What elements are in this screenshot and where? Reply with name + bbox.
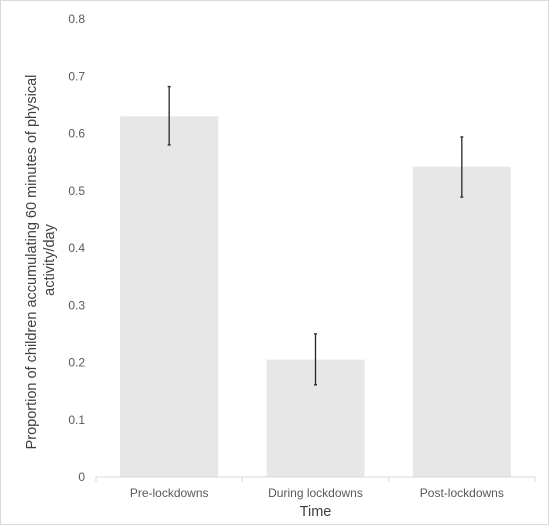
x-tick-label-3: Post-lockdowns <box>420 486 504 500</box>
y-tick-label-1: 0.1 <box>68 413 85 427</box>
x-axis-title: Time <box>300 504 332 520</box>
x-ticks-layer <box>95 477 536 482</box>
y-tick-label-3: 0.3 <box>68 298 85 312</box>
y-tick-label-0: 0 <box>78 470 85 484</box>
x-tick-label-2: During lockdowns <box>268 486 363 500</box>
y-axis-title-line-2: activity/day <box>42 223 58 295</box>
y-tick-label-8: 0.8 <box>68 12 85 26</box>
x-tick-label-1: Pre-lockdowns <box>130 486 209 500</box>
x-tick-labels: Pre-lockdowns During lockdowns Post-lockdo… <box>130 486 504 500</box>
y-tick-label-6: 0.6 <box>68 127 85 141</box>
y-tick-label-7: 0.7 <box>68 69 85 83</box>
error-bar-1 <box>167 85 171 146</box>
y-axis-title: Proportion of children accumulating 60 m… <box>24 71 58 450</box>
bar-3 <box>412 166 511 477</box>
y-tick-label-2: 0.2 <box>68 356 85 370</box>
y-tick-label-4: 0.4 <box>68 241 85 255</box>
y-tick-labels: 0 0.1 0.2 0.3 0.4 0.5 0.6 0.7 0.8 <box>68 12 85 484</box>
bar-1 <box>120 116 219 477</box>
error-bar-3 <box>460 136 464 198</box>
y-axis-title-line-1: Proportion of children accumulating 60 m… <box>24 75 40 450</box>
y-tick-label-5: 0.5 <box>68 184 85 198</box>
error-bar-2 <box>314 333 317 386</box>
bars-layer <box>120 116 511 477</box>
error-bars-layer <box>167 85 464 386</box>
